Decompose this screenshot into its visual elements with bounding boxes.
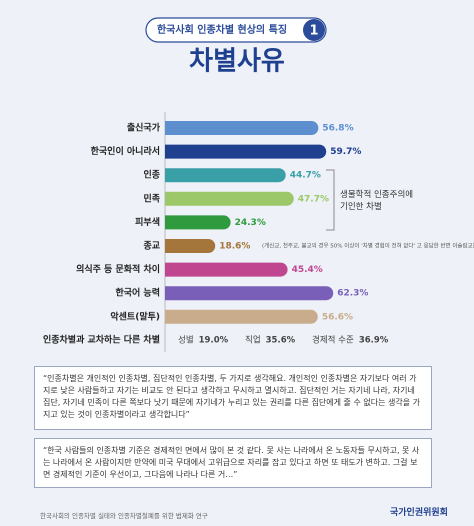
quote: “인종차별은 개인적인 인종차별, 집단적인 인종차별, 두 가지로 생각해요.…: [34, 366, 432, 430]
intersect-name: 경제적 수준: [312, 335, 354, 346]
number-badge: [303, 19, 325, 41]
y-tick-label: 피부색: [135, 216, 160, 228]
bar: [165, 168, 286, 183]
value-label: 47.7%: [298, 194, 329, 204]
value-label: 44.7%: [290, 171, 321, 181]
source: 한국사회의 인종차별 실태와 인종차별철폐를 위한 법제화 연구: [40, 512, 208, 520]
intersect-value: 36.9%: [359, 336, 389, 346]
y-tick-label: 인종: [143, 170, 160, 181]
header-subtitle: 한국사회 인종차별 현상의 특징: [157, 23, 287, 36]
bar: [165, 239, 216, 254]
bar: [165, 121, 319, 135]
value-label: 45.4%: [292, 265, 323, 275]
bracket: [326, 169, 335, 231]
intersect-value: 19.0%: [199, 336, 229, 346]
header-pill: [145, 17, 327, 43]
annotation: 생물학적 인종주의에 기인한 차별: [340, 189, 413, 212]
y-tick-label: 의식주 등 문화적 차이: [76, 263, 160, 275]
intersect-name: 성별: [178, 335, 194, 346]
quote: “한국 사람들의 인종차별 기준은 경제적인 면에서 많이 본 것 같다. 못 …: [34, 438, 432, 488]
intersect-value: 35.6%: [266, 336, 296, 346]
header-title: 차별사유: [189, 47, 285, 77]
bar: [165, 286, 334, 301]
header-number: 1: [309, 24, 318, 39]
value-label: 24.3%: [235, 218, 266, 228]
value-label: 56.6%: [322, 312, 353, 322]
value-label: 56.8%: [322, 124, 353, 134]
annotation-note: (개신교, 천주교, 불교의 경우 50% 이상이 '차별 경험이 전혀 없다'…: [262, 242, 474, 250]
bar: [165, 144, 327, 159]
value-label: 18.6%: [219, 242, 250, 252]
bar: [165, 262, 288, 277]
y-tick-label: 출신국가: [127, 122, 161, 134]
intersect-label: 인종차별과 교차하는 다른 차별: [43, 334, 160, 346]
value-label: 59.7%: [330, 147, 361, 157]
logo: 국가인권위원회: [390, 508, 448, 518]
bar: [165, 309, 318, 324]
y-tick-label: 민족: [143, 192, 160, 204]
intersect-name: 직업: [245, 335, 261, 346]
y-tick-label: 종교: [143, 241, 160, 252]
value-label: 62.3%: [337, 289, 368, 299]
bar: [165, 215, 231, 230]
y-tick-label: 악센트(말투): [110, 310, 160, 322]
y-tick-label: 한국어 능력: [115, 287, 160, 299]
bar: [165, 191, 294, 206]
y-tick-label: 한국인이 아니라서: [91, 145, 160, 157]
